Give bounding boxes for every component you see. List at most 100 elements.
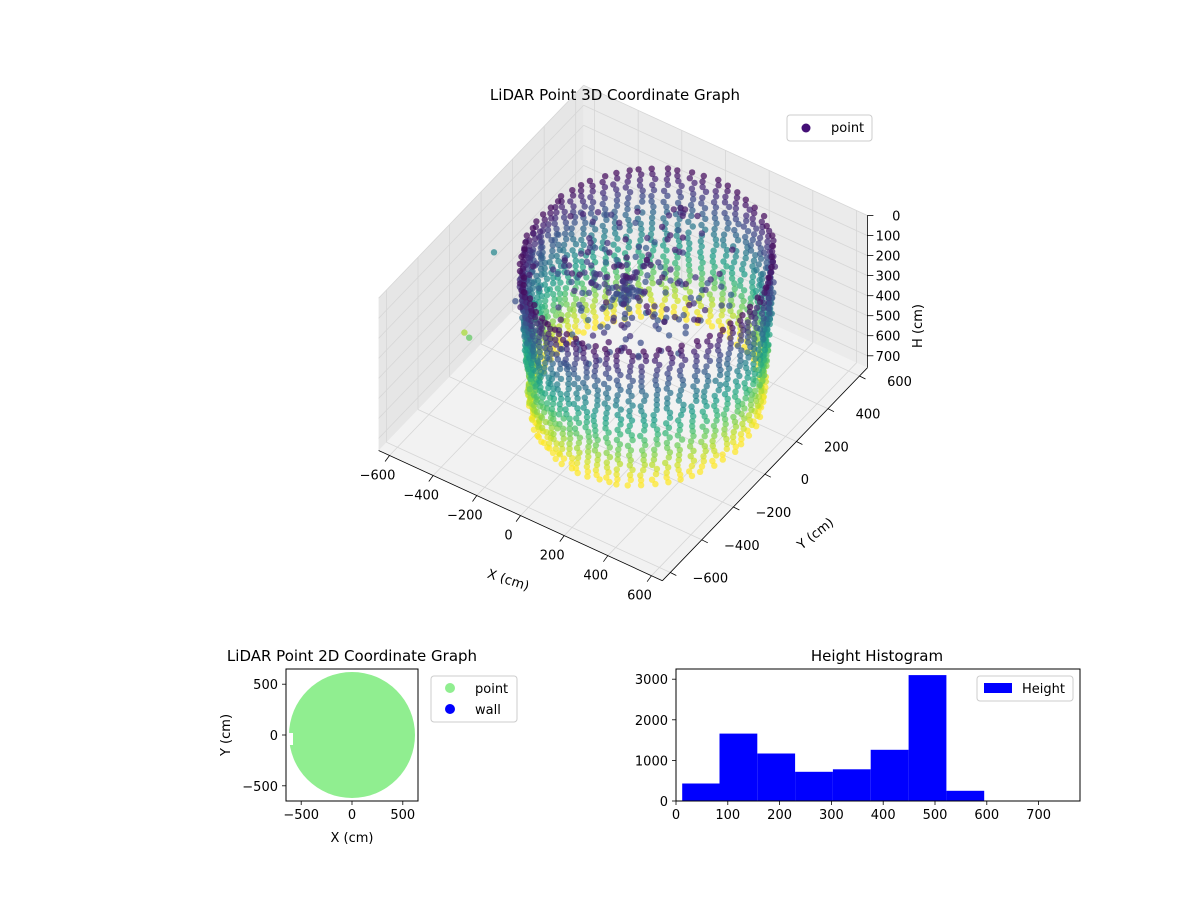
data-point — [732, 448, 739, 455]
legend-2d[interactable]: point wall — [430, 675, 518, 723]
data-point — [553, 209, 560, 216]
data-point — [689, 427, 696, 435]
data-point — [663, 203, 670, 211]
data-point — [569, 247, 576, 254]
data-point — [466, 334, 473, 341]
data-point — [614, 451, 622, 458]
data-point — [641, 437, 648, 444]
data-point — [614, 347, 622, 354]
data-point — [614, 175, 621, 182]
data-point — [665, 345, 672, 352]
data-point — [590, 417, 597, 425]
y-tick-label: 1000 — [635, 754, 668, 769]
chart-3d-title: LiDAR Point 3D Coordinate Graph — [490, 86, 740, 104]
data-point — [728, 270, 736, 277]
data-point — [688, 185, 696, 192]
data-point — [560, 241, 568, 248]
data-point — [573, 459, 581, 467]
data-point — [734, 342, 742, 350]
data-point — [632, 253, 639, 260]
data-point — [673, 232, 680, 239]
data-point — [591, 447, 599, 454]
data-point — [685, 218, 692, 225]
data-point — [664, 400, 671, 407]
data-point — [567, 435, 574, 442]
data-point — [710, 231, 718, 238]
data-point — [613, 397, 620, 404]
data-point — [693, 357, 700, 365]
z-tick-label: 600 — [876, 330, 901, 345]
data-point — [547, 210, 554, 217]
data-point — [526, 271, 533, 278]
y-tick-label: 200 — [824, 441, 849, 456]
data-point — [599, 189, 607, 197]
data-point — [732, 388, 739, 395]
x-tick-label: 100 — [715, 808, 740, 823]
legend-histogram[interactable]: Height — [976, 675, 1074, 702]
data-point — [664, 395, 671, 402]
data-point — [634, 208, 641, 215]
data-point — [716, 357, 723, 364]
legend-2d-label-point: point — [475, 682, 508, 697]
data-point — [668, 359, 676, 367]
legend-3d[interactable]: point — [786, 114, 873, 142]
data-point — [614, 411, 621, 419]
data-point — [557, 405, 564, 413]
data-point — [688, 403, 695, 410]
data-point — [767, 269, 775, 276]
data-point — [537, 244, 544, 251]
data-point — [538, 325, 545, 332]
data-point — [566, 420, 574, 427]
data-point — [760, 393, 767, 400]
data-point — [674, 265, 681, 272]
data-point — [555, 330, 563, 338]
data-point — [583, 307, 590, 314]
data-point — [565, 385, 572, 392]
data-point — [530, 342, 537, 350]
data-point — [689, 423, 696, 430]
data-point — [562, 356, 569, 363]
data-point — [712, 204, 720, 211]
data-point — [561, 230, 569, 237]
data-point — [663, 420, 670, 427]
data-point — [653, 396, 660, 404]
data-point — [554, 198, 562, 205]
data-point — [744, 228, 752, 235]
data-point — [521, 294, 528, 301]
data-point — [679, 212, 686, 219]
data-point — [530, 263, 537, 270]
data-point — [752, 252, 759, 259]
data-point — [699, 210, 706, 218]
data-point — [613, 436, 621, 444]
data-point — [623, 254, 630, 261]
data-point — [602, 390, 610, 397]
data-point — [670, 206, 677, 213]
y-tick-label: 500 — [253, 678, 278, 693]
data-point — [591, 382, 599, 390]
data-point — [628, 284, 635, 291]
data-point — [667, 277, 674, 284]
data-point — [568, 278, 575, 286]
x-tick-label: 500 — [390, 808, 415, 823]
data-point — [664, 192, 671, 199]
data-point — [575, 439, 583, 447]
data-point — [613, 362, 620, 369]
data-point — [541, 365, 548, 372]
data-point — [753, 304, 761, 311]
data-point — [663, 258, 670, 265]
data-point — [721, 416, 729, 423]
data-point — [536, 343, 543, 351]
data-point — [512, 298, 519, 305]
data-point — [569, 331, 576, 338]
data-point — [644, 272, 651, 279]
data-point — [614, 392, 621, 399]
data-point — [601, 195, 608, 202]
data-point — [750, 381, 757, 388]
data-point — [553, 252, 560, 260]
data-point — [572, 465, 580, 472]
legend-2d-marker-point — [445, 683, 455, 693]
data-point — [738, 436, 745, 443]
data-point — [678, 436, 686, 443]
chart-histogram-title: Height Histogram — [811, 647, 943, 665]
data-point — [749, 350, 756, 358]
